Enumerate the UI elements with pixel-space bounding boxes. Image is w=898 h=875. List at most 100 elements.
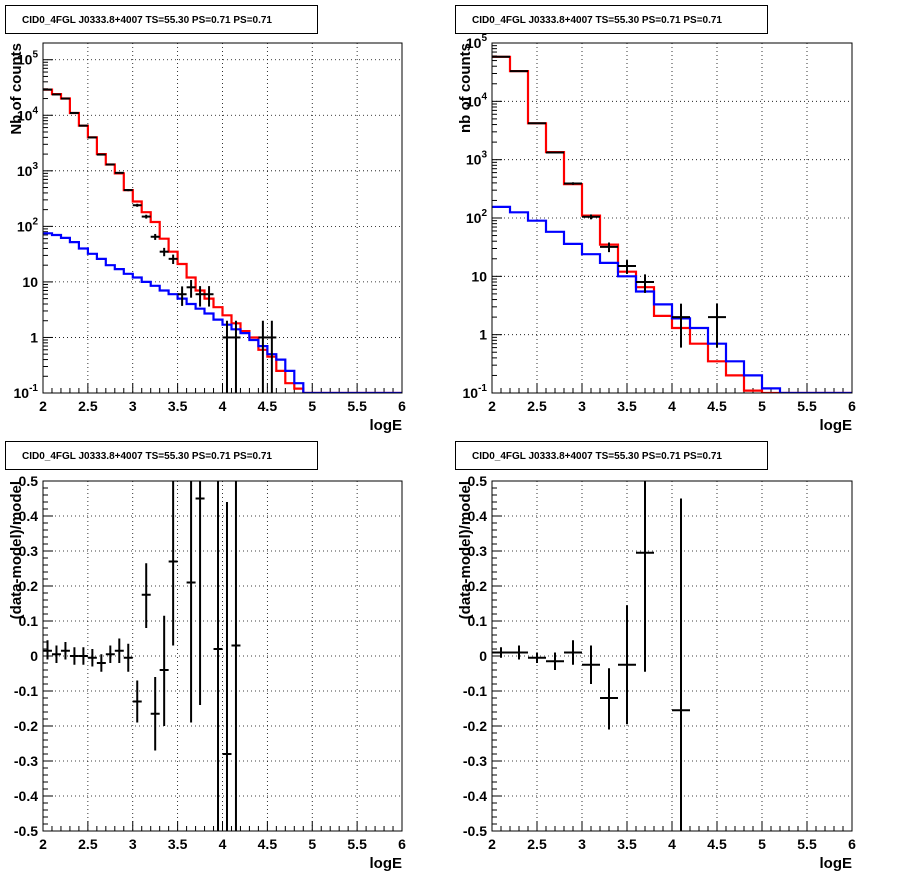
y-tick-label: 0 — [479, 648, 487, 664]
data-point — [132, 680, 142, 723]
y-tick-label: -0.2 — [14, 718, 38, 734]
data-point — [105, 645, 115, 663]
x-tick-label: 2 — [39, 836, 47, 852]
data-point — [636, 274, 654, 293]
y-tick-label: 0.4 — [468, 508, 488, 524]
y-tick-label: 103 — [17, 161, 39, 179]
title-box — [5, 441, 318, 470]
tick-exponent: -1 — [29, 383, 38, 394]
grid — [492, 481, 852, 831]
y-axis-title: Nb of counts — [8, 43, 25, 135]
grid — [43, 481, 402, 831]
data-point — [672, 498, 690, 831]
grid — [43, 43, 402, 393]
tick-base: 10 — [463, 385, 479, 401]
data-point — [141, 563, 151, 628]
tick-exponent: 3 — [32, 161, 38, 172]
data-point — [267, 320, 277, 393]
panel-top-right: CID0_4FGL J0333.8+4007 TS=55.30 PS=0.71 … — [455, 5, 856, 434]
x-tick-label: 5 — [308, 398, 316, 414]
y-tick-label: 10-1 — [463, 383, 488, 401]
data-point — [195, 481, 205, 705]
x-tick-label: 2.5 — [78, 398, 98, 414]
x-tick-label: 3.5 — [168, 398, 188, 414]
plot-area — [43, 88, 402, 393]
data-point — [564, 182, 582, 185]
x-tick-label: 5.5 — [797, 398, 817, 414]
y-tick-label: 1 — [30, 329, 38, 345]
x-tick-label: 4.5 — [258, 398, 278, 414]
panel-bottom-right: CID0_4FGL J0333.8+4007 TS=55.30 PS=0.71 … — [455, 441, 856, 872]
x-tick-label: 4.5 — [258, 836, 278, 852]
y-tick-label: 0.2 — [19, 578, 39, 594]
x-tick-label: 3 — [129, 836, 137, 852]
data-point — [231, 481, 241, 831]
tick-base: 10 — [17, 218, 33, 234]
x-tick-label: 2.5 — [78, 836, 98, 852]
data-point — [582, 214, 600, 220]
tick-base: 10 — [466, 210, 482, 226]
data-point — [87, 649, 97, 667]
x-tick-label: 4 — [668, 836, 676, 852]
y-tick-label: 10 — [471, 268, 487, 284]
data-point — [618, 605, 636, 725]
data-point — [618, 260, 636, 274]
x-axis-title: logE — [820, 855, 853, 872]
data-point — [222, 320, 232, 393]
x-tick-label: 3 — [578, 836, 586, 852]
y-tick-label: 10-1 — [14, 383, 39, 401]
chart-title: CID0_4FGL J0333.8+4007 TS=55.30 PS=0.71 … — [22, 451, 272, 462]
panel-top-left: CID0_4FGL J0333.8+4007 TS=55.30 PS=0.71 … — [5, 5, 406, 434]
y-tick-label: 0.3 — [468, 543, 488, 559]
y-tick-label: 104 — [466, 91, 488, 109]
data-point — [123, 189, 133, 192]
tick-exponent: 5 — [32, 50, 38, 61]
x-axis-title: logE — [370, 855, 403, 872]
data-point — [60, 642, 70, 660]
x-tick-label: 6 — [398, 836, 406, 852]
y-tick-label: 0.4 — [19, 508, 39, 524]
chart-title: CID0_4FGL J0333.8+4007 TS=55.30 PS=0.71 … — [22, 15, 272, 26]
tick-exponent: 4 — [481, 91, 487, 102]
tick-exponent: 2 — [32, 216, 38, 227]
title-box — [455, 5, 768, 34]
data-point — [510, 645, 528, 660]
y-tick-label: 0.5 — [19, 473, 39, 489]
y-axis-title: nb of counts — [457, 43, 474, 133]
y-tick-label: 1 — [479, 327, 487, 343]
data-point — [204, 286, 214, 307]
y-tick-label: 0.3 — [19, 543, 39, 559]
data-point — [177, 286, 187, 306]
x-tick-label: 5.5 — [347, 398, 367, 414]
x-tick-label: 6 — [398, 398, 406, 414]
x-tick-label: 5.5 — [347, 836, 367, 852]
x-tick-label: 2 — [488, 398, 496, 414]
x-tick-label: 5 — [758, 836, 766, 852]
data-point — [150, 233, 160, 240]
plot-frame — [42, 42, 403, 394]
data-point — [186, 280, 196, 298]
data-point — [231, 320, 241, 393]
title-box — [5, 5, 318, 34]
data-point — [168, 481, 178, 646]
data-point — [69, 647, 79, 665]
plot-frame — [491, 42, 853, 394]
x-tick-label: 4 — [219, 398, 227, 414]
tick-exponent: -1 — [478, 383, 487, 394]
y-tick-label: -0.2 — [463, 718, 487, 734]
y-tick-label: 102 — [466, 208, 488, 226]
plot-area — [492, 481, 690, 831]
tick-base: 10 — [466, 35, 482, 51]
y-tick-label: -0.5 — [14, 823, 38, 839]
panel-bottom-left: CID0_4FGL J0333.8+4007 TS=55.30 PS=0.71 … — [5, 441, 406, 872]
data-point — [672, 303, 690, 348]
data-point — [96, 654, 106, 672]
chart-title: CID0_4FGL J0333.8+4007 TS=55.30 PS=0.71 … — [472, 15, 722, 26]
data-point — [195, 286, 205, 307]
data-point — [141, 214, 151, 219]
x-tick-label: 2 — [488, 836, 496, 852]
data-point — [96, 153, 106, 156]
x-tick-label: 2.5 — [527, 398, 547, 414]
data-point — [105, 163, 115, 166]
x-tick-label: 3.5 — [617, 398, 637, 414]
